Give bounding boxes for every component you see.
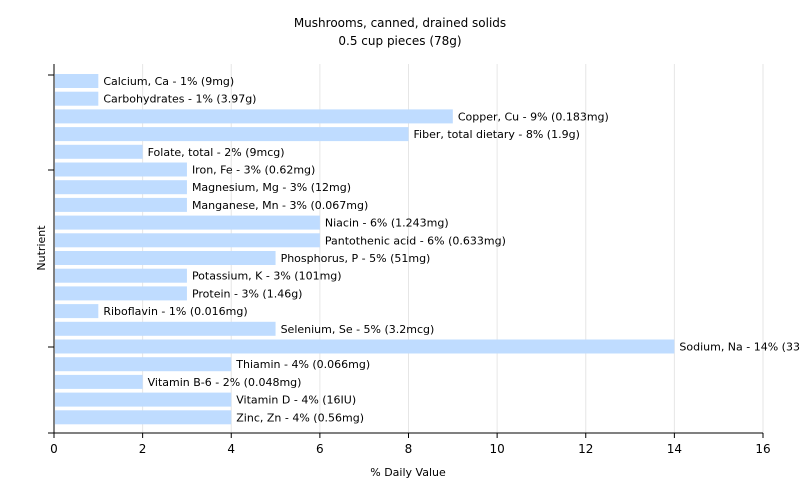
bar-label: Pantothenic acid - 6% (0.633mg): [325, 234, 506, 247]
bar-layer: [55, 74, 675, 425]
bar: [55, 304, 99, 319]
bar-label: Calcium, Ca - 1% (9mg): [103, 75, 234, 88]
x-tick-label: 14: [667, 442, 682, 456]
x-tick-label: 4: [227, 442, 235, 456]
x-tick-label: 12: [578, 442, 593, 456]
x-axis-title: % Daily Value: [370, 466, 446, 479]
bar: [55, 127, 409, 142]
bar: [55, 321, 276, 336]
bar: [55, 109, 453, 124]
bar-label: Carbohydrates - 1% (3.97g): [103, 93, 256, 106]
bar-label: Manganese, Mn - 3% (0.067mg): [192, 199, 368, 212]
bar: [55, 91, 99, 106]
bar: [55, 162, 187, 177]
x-tick-label: 0: [50, 442, 58, 456]
chart-title: Mushrooms, canned, drained solids: [294, 16, 506, 30]
bar: [55, 215, 320, 230]
bar-label: Potassium, K - 3% (101mg): [192, 270, 342, 283]
bar-label: Selenium, Se - 5% (3.2mcg): [281, 323, 435, 336]
bar: [55, 268, 187, 283]
bar-label: Vitamin D - 4% (16IU): [236, 394, 356, 407]
bar: [55, 357, 232, 372]
bar: [55, 233, 320, 248]
x-tick-label: 10: [489, 442, 504, 456]
bar-label-layer: Calcium, Ca - 1% (9mg) Carbohydrates - 1%…: [103, 75, 800, 424]
x-tick-label: 16: [755, 442, 770, 456]
bar-label: Thiamin - 4% (0.066mg): [235, 358, 370, 371]
bar-label: Sodium, Na - 14% (332mg): [679, 341, 800, 354]
bar: [55, 74, 99, 88]
bar: [55, 410, 232, 425]
bar-label: Riboflavin - 1% (0.016mg): [103, 305, 247, 318]
bar: [55, 392, 232, 407]
bar-label: Phosphorus, P - 5% (51mg): [281, 252, 431, 265]
bar-label: Copper, Cu - 9% (0.183mg): [458, 110, 609, 123]
bar: [55, 144, 143, 159]
bar-label: Fiber, total dietary - 8% (1.9g): [414, 128, 580, 141]
bar-label: Iron, Fe - 3% (0.62mg): [192, 164, 315, 177]
x-tick-label: 6: [316, 442, 324, 456]
x-tick-label: 2: [139, 442, 147, 456]
x-tick-label: 8: [405, 442, 413, 456]
bar-label: Vitamin B-6 - 2% (0.048mg): [148, 376, 302, 389]
grid-layer: [142, 64, 764, 433]
bar: [55, 374, 143, 389]
bar-label: Magnesium, Mg - 3% (12mg): [192, 181, 351, 194]
bar-label: Folate, total - 2% (9mcg): [148, 146, 285, 159]
bar: [55, 251, 276, 265]
bar: [55, 180, 187, 195]
bar-label: Niacin - 6% (1.243mg): [325, 217, 449, 230]
bar-label: Protein - 3% (1.46g): [192, 287, 303, 300]
axis-layer: 0 2 4 6 8 10 12 14 16: [48, 64, 771, 456]
bar: [55, 197, 187, 212]
y-axis-title: Nutrient: [35, 225, 48, 271]
bar-label: Zinc, Zn - 4% (0.56mg): [236, 411, 364, 424]
bar: [55, 286, 187, 301]
chart-subtitle: 0.5 cup pieces (78g): [338, 34, 461, 48]
bar: [55, 339, 675, 354]
